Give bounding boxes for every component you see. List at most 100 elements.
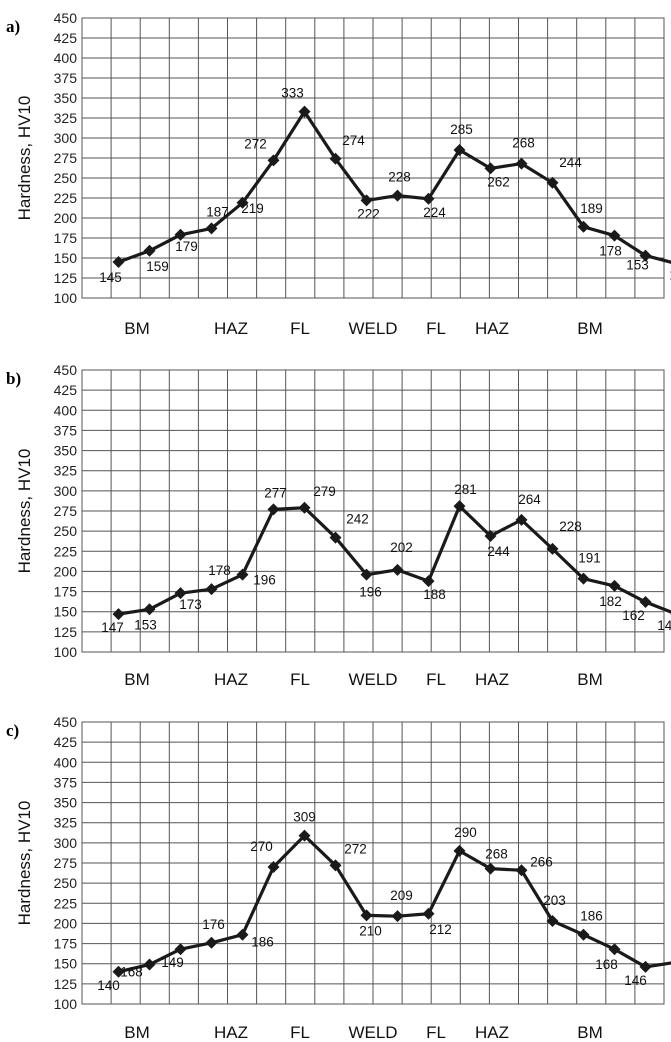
data-label: 228 bbox=[559, 519, 582, 534]
data-point bbox=[453, 844, 466, 857]
data-point bbox=[639, 960, 652, 973]
zone-label: HAZ bbox=[475, 670, 509, 689]
y-tick-label: 275 bbox=[54, 150, 78, 166]
data-label: 309 bbox=[293, 810, 316, 825]
data-label: 244 bbox=[487, 544, 510, 559]
y-tick-label: 150 bbox=[54, 604, 78, 620]
panel-label: a) bbox=[6, 17, 20, 36]
y-tick-label: 225 bbox=[54, 543, 78, 559]
y-tick-label: 125 bbox=[54, 270, 78, 286]
y-tick-label: 300 bbox=[54, 483, 78, 499]
y-tick-label: 325 bbox=[54, 815, 78, 831]
data-point bbox=[484, 529, 497, 542]
data-label: 277 bbox=[264, 485, 287, 500]
zone-label: WELD bbox=[348, 1023, 397, 1042]
y-tick-label: 200 bbox=[54, 563, 78, 579]
data-label: 186 bbox=[580, 909, 603, 924]
data-point bbox=[360, 568, 373, 581]
data-label: 146 bbox=[624, 973, 647, 988]
data-label: 162 bbox=[622, 608, 645, 623]
y-tick-label: 250 bbox=[54, 875, 78, 891]
y-tick-label: 275 bbox=[54, 855, 78, 871]
y-tick-label: 350 bbox=[54, 90, 78, 106]
data-label: 264 bbox=[518, 492, 541, 507]
data-label: 272 bbox=[344, 841, 367, 856]
zone-label: FL bbox=[290, 1023, 310, 1042]
panel-label: b) bbox=[6, 369, 21, 388]
y-tick-label: 375 bbox=[54, 70, 78, 86]
data-point bbox=[391, 189, 404, 202]
y-tick-label: 225 bbox=[54, 895, 78, 911]
data-point bbox=[267, 861, 280, 874]
data-point bbox=[236, 568, 249, 581]
data-label: 143 bbox=[669, 268, 671, 283]
y-tick-label: 300 bbox=[54, 130, 78, 146]
data-label: 196 bbox=[253, 573, 276, 588]
data-label: 189 bbox=[580, 201, 603, 216]
data-label: 182 bbox=[599, 594, 622, 609]
y-tick-label: 150 bbox=[54, 956, 78, 972]
data-point bbox=[143, 244, 156, 257]
data-label: 270 bbox=[250, 839, 273, 854]
y-tick-label: 275 bbox=[54, 503, 78, 519]
data-point bbox=[236, 196, 249, 209]
y-tick-label: 175 bbox=[54, 936, 78, 952]
chart-panel: 100 125 150 175 200 225 250 275 300 325 350 375 400 4… bbox=[6, 10, 671, 338]
data-point bbox=[515, 513, 528, 526]
data-point bbox=[639, 249, 652, 262]
y-tick-label: 100 bbox=[54, 644, 78, 660]
data-label: 178 bbox=[599, 244, 622, 259]
data-point bbox=[422, 907, 435, 920]
y-tick-label: 150 bbox=[54, 250, 78, 266]
data-label: 203 bbox=[543, 893, 566, 908]
data-label: 274 bbox=[342, 133, 365, 148]
y-tick-label: 200 bbox=[54, 210, 78, 226]
data-label: 212 bbox=[429, 922, 452, 937]
y-tick-label: 175 bbox=[54, 230, 78, 246]
data-label: 196 bbox=[359, 585, 382, 600]
data-label: 179 bbox=[175, 239, 198, 254]
y-tick-label: 250 bbox=[54, 170, 78, 186]
data-label: 187 bbox=[206, 204, 229, 219]
data-label: 149 bbox=[161, 955, 184, 970]
y-tick-label: 350 bbox=[54, 795, 78, 811]
y-tick-label: 350 bbox=[54, 443, 78, 459]
data-point bbox=[577, 220, 590, 233]
data-point bbox=[391, 910, 404, 923]
zone-label: BM bbox=[124, 319, 150, 338]
y-tick-label: 300 bbox=[54, 835, 78, 851]
zone-label: FL bbox=[426, 319, 446, 338]
data-point bbox=[174, 587, 187, 600]
zone-label: FL bbox=[426, 1023, 446, 1042]
y-tick-label: 400 bbox=[54, 402, 78, 418]
data-point bbox=[267, 154, 280, 167]
data-point bbox=[484, 162, 497, 175]
data-point bbox=[608, 229, 621, 242]
panel-label: c) bbox=[6, 721, 19, 740]
data-label: 222 bbox=[357, 206, 380, 221]
data-label: 159 bbox=[146, 259, 169, 274]
y-tick-label: 450 bbox=[54, 10, 78, 26]
data-point bbox=[577, 928, 590, 941]
data-point bbox=[298, 105, 311, 118]
data-point bbox=[422, 575, 435, 588]
data-label: 268 bbox=[512, 136, 535, 151]
y-tick-label: 450 bbox=[54, 714, 78, 730]
data-point bbox=[298, 829, 311, 842]
zone-label: FL bbox=[290, 319, 310, 338]
data-point bbox=[360, 194, 373, 207]
y-tick-label: 225 bbox=[54, 190, 78, 206]
data-point bbox=[112, 608, 125, 621]
data-point bbox=[112, 965, 125, 978]
zone-label: HAZ bbox=[214, 670, 248, 689]
y-tick-label: 100 bbox=[54, 996, 78, 1012]
data-point bbox=[205, 583, 218, 596]
data-label: 176 bbox=[202, 917, 225, 932]
data-point bbox=[236, 928, 249, 941]
data-label: 209 bbox=[390, 888, 413, 903]
data-label: 210 bbox=[359, 923, 382, 938]
data-label: 178 bbox=[208, 563, 231, 578]
data-point bbox=[546, 176, 559, 189]
data-label: 281 bbox=[454, 482, 477, 497]
data-label: 191 bbox=[578, 551, 601, 566]
